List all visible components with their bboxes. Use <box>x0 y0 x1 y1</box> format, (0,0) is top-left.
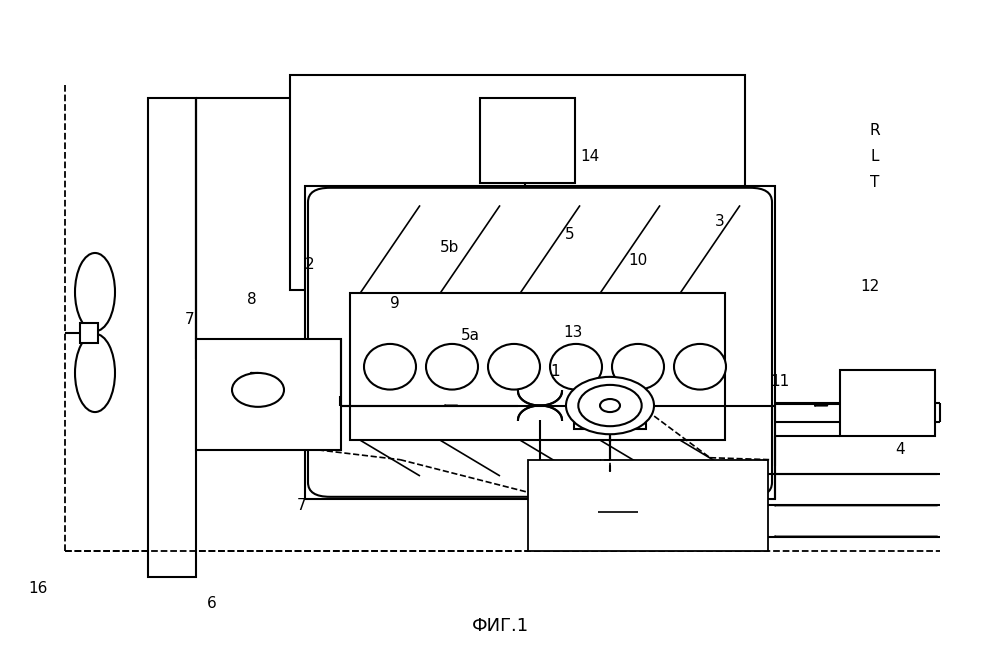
Text: 5b: 5b <box>440 240 460 256</box>
Text: 4: 4 <box>895 442 905 458</box>
Text: 5: 5 <box>565 227 575 243</box>
Text: 16: 16 <box>28 581 48 597</box>
Text: 14: 14 <box>580 149 600 164</box>
Ellipse shape <box>364 344 416 390</box>
Text: 10: 10 <box>628 253 648 269</box>
Ellipse shape <box>612 344 664 390</box>
Text: R: R <box>870 123 880 138</box>
Bar <box>80 323 98 343</box>
Text: 2: 2 <box>305 256 315 272</box>
Text: 3: 3 <box>715 214 725 230</box>
Text: 13: 13 <box>563 325 583 340</box>
Ellipse shape <box>426 344 478 390</box>
Text: 7: 7 <box>185 312 195 327</box>
Text: 7: 7 <box>297 497 307 513</box>
Circle shape <box>600 399 620 412</box>
Text: 12: 12 <box>860 279 880 295</box>
Bar <box>290 75 745 290</box>
Text: 11: 11 <box>770 374 790 389</box>
Text: L: L <box>871 149 879 164</box>
Ellipse shape <box>550 344 602 390</box>
Bar <box>350 293 725 440</box>
Text: T: T <box>870 175 880 190</box>
Ellipse shape <box>674 344 726 390</box>
Bar <box>305 186 775 499</box>
Ellipse shape <box>75 334 115 412</box>
Circle shape <box>566 377 654 434</box>
Bar <box>528 460 768 551</box>
Circle shape <box>578 385 642 426</box>
Ellipse shape <box>488 344 540 390</box>
Bar <box>148 98 196 577</box>
Text: 5a: 5a <box>460 328 480 344</box>
FancyBboxPatch shape <box>308 188 772 497</box>
Bar <box>196 339 341 450</box>
Ellipse shape <box>75 253 115 331</box>
Bar <box>574 382 646 429</box>
Text: 1: 1 <box>550 364 560 379</box>
Bar <box>480 98 575 183</box>
Bar <box>840 370 935 436</box>
Circle shape <box>232 373 284 407</box>
Text: 9: 9 <box>390 295 400 311</box>
Text: 6: 6 <box>207 595 217 611</box>
Text: ФИГ.1: ФИГ.1 <box>471 617 529 635</box>
Text: 8: 8 <box>247 292 257 308</box>
